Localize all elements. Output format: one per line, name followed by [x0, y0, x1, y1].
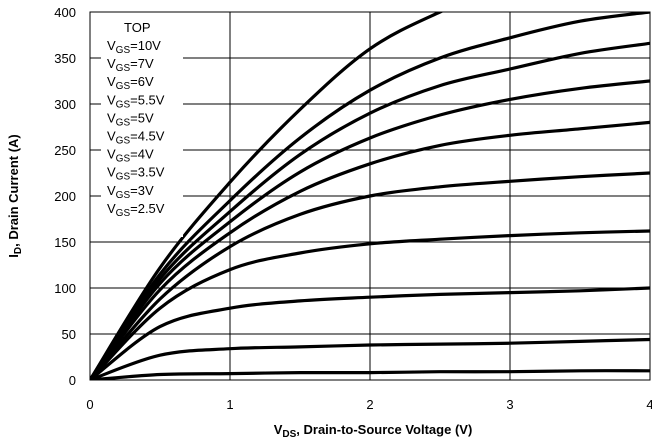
y-tick-label-350: 350: [54, 51, 76, 66]
series-curves: [90, 12, 650, 380]
legend-header: TOP: [124, 20, 151, 35]
y-tick-label-250: 250: [54, 143, 76, 158]
series-line-vgs-7v: [90, 12, 650, 380]
legend: TOP VGS=10VVGS=7VVGS=6VVGS=5.5VVGS=5VVGS…: [101, 15, 183, 237]
legend-entry: VGS=3.5V: [107, 165, 165, 183]
plot-border: [89, 11, 651, 381]
x-tick-label-4: 4: [646, 397, 652, 412]
x-tick-label-3: 3: [506, 397, 513, 412]
legend-entry: VGS=10V: [107, 38, 161, 56]
series-line-vgs-6v: [90, 41, 650, 380]
x-axis-title: VDS, Drain-to-Source Voltage (V): [274, 422, 473, 440]
y-tick-label-200: 200: [54, 189, 76, 204]
series-line-vgs-4.5v: [90, 171, 650, 380]
legend-entry: VGS=4V: [107, 147, 154, 165]
y-tick-label-50: 50: [62, 327, 76, 342]
legend-entry: VGS=6V: [107, 74, 154, 92]
x-tick-label-2: 2: [366, 397, 373, 412]
y-tick-label-400: 400: [54, 5, 76, 20]
series-line-vgs-10v: [90, 12, 444, 380]
series-line-vgs-5.5v: [90, 79, 650, 380]
series-line-vgs-3v: [90, 337, 650, 380]
legend-entry: VGS=7V: [107, 56, 154, 74]
y-tick-labels: 0 50 100 150 200 250 300 350 400: [54, 5, 76, 388]
x-tick-label-0: 0: [86, 397, 93, 412]
legend-entry: VGS=4.5V: [107, 129, 165, 147]
legend-background: [101, 15, 183, 237]
legend-entry: VGS=5V: [107, 110, 154, 128]
y-tick-label-100: 100: [54, 281, 76, 296]
series-line-vgs-5v: [90, 120, 650, 380]
plot-frame: [89, 11, 651, 381]
y-tick-label-300: 300: [54, 97, 76, 112]
legend-entry: VGS=3V: [107, 183, 154, 201]
series-line-vgs-4v: [90, 229, 650, 380]
x-tick-label-1: 1: [226, 397, 233, 412]
legend-entry: VGS=5.5V: [107, 92, 165, 110]
series-line-vgs-3.5v: [90, 286, 650, 380]
y-axis-title: ID, Drain Current (A): [6, 134, 24, 258]
legend-entries: VGS=10VVGS=7VVGS=6VVGS=5.5VVGS=5VVGS=4.5…: [107, 38, 165, 219]
y-tick-label-0: 0: [69, 373, 76, 388]
x-tick-labels: 0 1 2 3 4: [86, 397, 652, 412]
y-tick-label-150: 150: [54, 235, 76, 250]
series-line-vgs-2.5v: [90, 369, 650, 380]
legend-entry: VGS=2.5V: [107, 201, 165, 219]
